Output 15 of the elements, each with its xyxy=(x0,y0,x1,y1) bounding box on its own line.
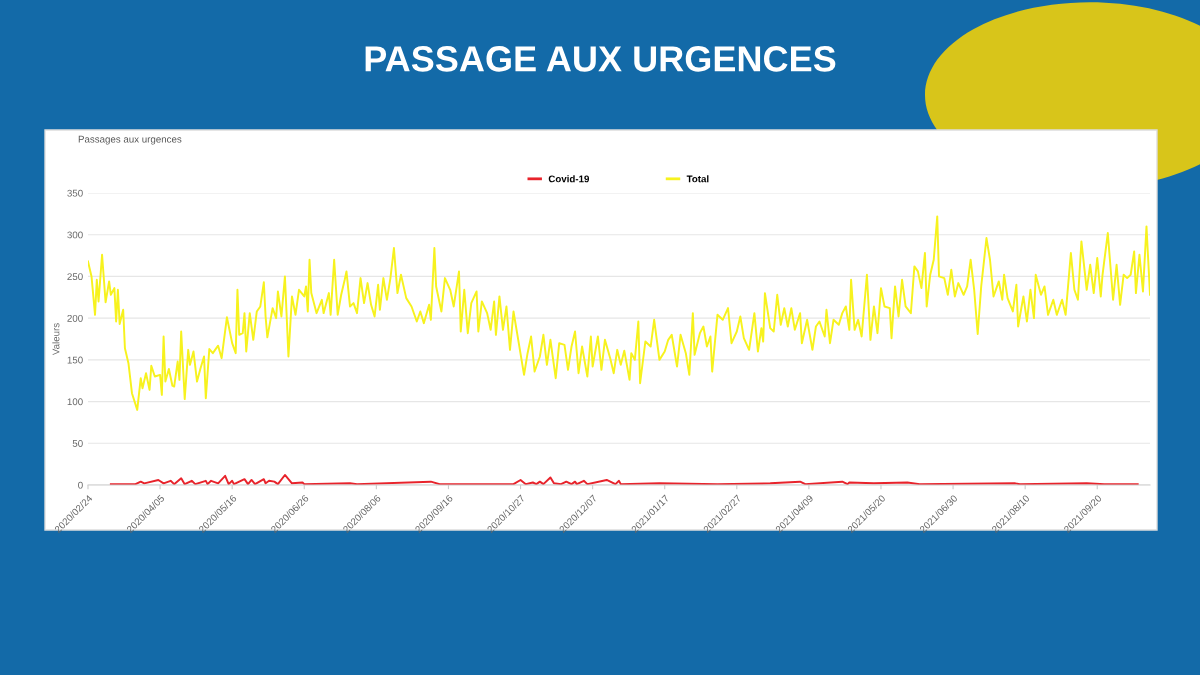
y-axis-title: Valeurs xyxy=(52,323,60,356)
y-tick-label: 350 xyxy=(67,189,83,197)
y-tick-label: 300 xyxy=(67,231,83,239)
legend-label: Total xyxy=(686,175,709,183)
legend-label: Covid-19 xyxy=(548,175,590,183)
y-tick-label: 150 xyxy=(67,356,83,364)
y-tick-label: 250 xyxy=(67,273,83,281)
chart-title: PASSAGE AUX URGENCES xyxy=(365,46,836,72)
y-tick-label: 50 xyxy=(72,440,83,447)
y-tick-label: 0 xyxy=(78,481,83,489)
y-tick-label: 200 xyxy=(67,314,83,322)
line-series xyxy=(109,474,1139,485)
line-series xyxy=(88,215,1150,411)
y-tick-label: 100 xyxy=(67,398,83,406)
chart-subtitle: Passages aux urgences xyxy=(78,135,182,145)
